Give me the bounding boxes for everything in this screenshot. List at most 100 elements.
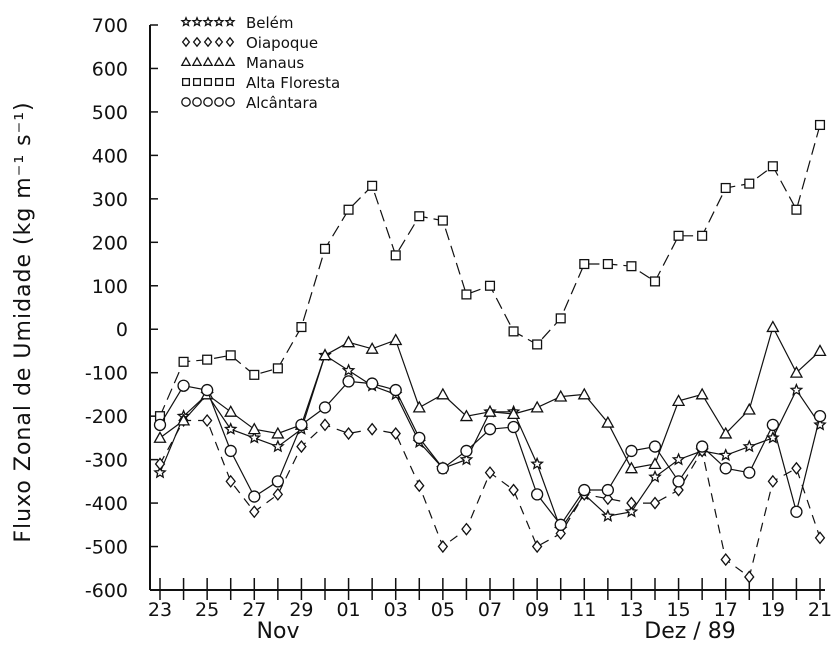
data-point <box>648 457 662 470</box>
data-point <box>319 418 331 432</box>
legend-item: Oiapoque <box>181 34 318 52</box>
data-point <box>624 461 639 474</box>
data-point <box>389 333 403 346</box>
data-point <box>673 483 684 497</box>
data-point <box>530 400 544 413</box>
y-tick-label: 0 <box>116 319 128 341</box>
data-point <box>296 322 307 333</box>
data-point <box>180 16 192 27</box>
data-point <box>484 466 496 480</box>
data-point <box>719 426 733 439</box>
data-point <box>413 431 426 445</box>
data-point <box>225 77 235 87</box>
data-point <box>414 479 425 493</box>
data-point <box>178 356 189 367</box>
data-point <box>649 496 661 510</box>
x-tick-label: 27 <box>242 599 266 621</box>
y-tick-label: -300 <box>85 450 128 472</box>
data-point <box>602 492 614 506</box>
data-point <box>719 462 732 475</box>
x-tick-label: 21 <box>808 599 832 621</box>
y-tick-label: -600 <box>85 580 128 602</box>
data-point <box>390 250 401 261</box>
data-point <box>765 430 780 444</box>
series-line <box>159 354 821 531</box>
data-point <box>295 418 308 431</box>
data-point <box>555 526 566 541</box>
data-point <box>181 77 191 87</box>
x-tick-label: 17 <box>714 599 738 621</box>
data-point <box>214 77 224 87</box>
data-point <box>153 465 167 479</box>
data-point <box>224 16 236 27</box>
x-tick-label: 29 <box>289 599 313 621</box>
data-point <box>367 180 378 191</box>
month-label-nov: Nov <box>257 619 300 644</box>
data-point <box>671 394 686 406</box>
data-point <box>224 404 238 417</box>
data-point <box>744 570 755 584</box>
x-tick-label: 19 <box>761 599 785 621</box>
data-point <box>742 402 756 415</box>
legend: Belém Oiapoque Manaus Alta Floresta Alcântar… <box>180 14 340 112</box>
legend-label: Alta Floresta <box>246 74 340 92</box>
data-point <box>224 444 237 458</box>
data-point <box>192 77 202 87</box>
data-point <box>624 504 639 518</box>
data-point <box>202 56 214 67</box>
data-point <box>192 97 202 107</box>
x-axis: 23 25 27 29 01 03 05 07 09 11 13 15 17 19 21 <box>148 578 832 621</box>
data-point <box>672 475 685 488</box>
data-point <box>602 258 613 270</box>
data-point <box>789 365 804 378</box>
data-point <box>530 456 545 470</box>
data-point <box>181 36 191 48</box>
data-point <box>249 369 260 380</box>
data-point <box>389 383 402 397</box>
data-point <box>343 204 354 215</box>
x-tick-label: 15 <box>666 599 690 621</box>
data-point <box>223 422 238 435</box>
data-point <box>437 539 449 554</box>
data-point <box>532 339 543 350</box>
data-point <box>461 522 472 536</box>
y-tick-label: 200 <box>92 232 128 254</box>
data-point <box>483 404 497 417</box>
x-tick-label: 01 <box>336 599 360 621</box>
data-point <box>390 426 401 441</box>
data-point <box>365 341 379 354</box>
data-point <box>484 280 496 291</box>
data-point <box>554 389 568 402</box>
y-tick-label: -100 <box>85 363 128 385</box>
data-point <box>649 276 661 287</box>
data-point <box>437 215 448 226</box>
data-point <box>177 379 190 392</box>
data-point <box>767 474 779 488</box>
data-point <box>673 230 684 241</box>
data-point <box>296 440 307 454</box>
data-point <box>459 452 474 466</box>
data-point <box>508 326 519 337</box>
data-point <box>813 344 827 357</box>
data-point <box>814 119 826 131</box>
data-point <box>626 261 637 272</box>
data-point <box>766 418 780 431</box>
data-point <box>626 496 637 510</box>
series-triangle <box>153 320 827 474</box>
data-point <box>225 350 236 361</box>
data-point <box>577 387 591 400</box>
y-axis-title: Fluxo Zonal de Umidade (kg m⁻¹ s⁻¹) <box>11 101 36 542</box>
data-point <box>202 354 213 365</box>
data-point <box>554 518 567 531</box>
data-point <box>531 539 543 554</box>
legend-label: Alcântara <box>246 94 318 112</box>
data-point <box>414 211 425 222</box>
data-point <box>272 363 283 374</box>
y-tick-label: -400 <box>85 493 128 515</box>
y-tick-label: 100 <box>92 276 128 298</box>
data-point <box>744 178 755 189</box>
data-point <box>318 401 332 414</box>
data-point <box>191 16 203 27</box>
data-point <box>224 56 236 67</box>
data-point <box>483 423 497 436</box>
